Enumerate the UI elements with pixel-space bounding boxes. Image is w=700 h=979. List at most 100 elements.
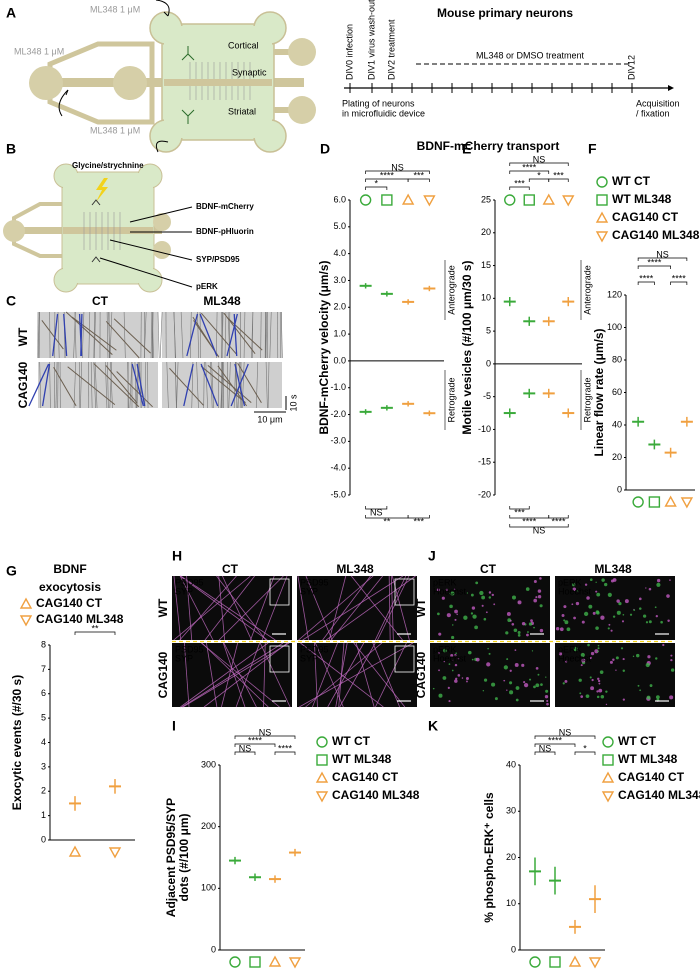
y-tick-label: 7 xyxy=(41,664,46,674)
neurite xyxy=(216,575,267,641)
group-marker xyxy=(562,195,575,207)
speckle xyxy=(655,657,658,660)
kymo-track xyxy=(80,361,82,409)
speckle xyxy=(474,625,478,630)
kymo-track xyxy=(94,311,96,359)
kymo-track xyxy=(136,363,146,407)
column-label: ML348 xyxy=(203,294,241,308)
speckle xyxy=(443,661,445,663)
neurite xyxy=(388,575,391,641)
bracket xyxy=(365,170,430,174)
bracket xyxy=(234,735,296,739)
micrograph xyxy=(555,643,675,707)
speckle xyxy=(590,686,595,691)
stain-label: PSD95 xyxy=(300,644,329,654)
group-marker xyxy=(268,955,282,967)
kymo-track xyxy=(37,311,40,359)
y-tick-label: 3 xyxy=(41,761,46,771)
neurite xyxy=(222,575,252,641)
speckle xyxy=(494,697,498,701)
speckle xyxy=(638,597,642,601)
kymo-track xyxy=(90,361,93,409)
speckle xyxy=(580,664,583,667)
kymo-track xyxy=(226,317,263,351)
kymo-track xyxy=(260,311,262,359)
timeline-title: Mouse primary neurons xyxy=(437,6,573,20)
y-tick-label: 25 xyxy=(481,194,491,204)
kymo-track xyxy=(78,361,81,409)
speckle xyxy=(573,646,578,652)
neurite xyxy=(173,575,251,641)
significance: **** xyxy=(639,273,654,283)
group-marker xyxy=(19,615,33,627)
kymo-track xyxy=(57,311,60,359)
speckle xyxy=(466,592,469,594)
stain-label: Hoechst xyxy=(558,586,592,596)
speckle xyxy=(461,677,464,679)
y-tick-label: 10 xyxy=(481,293,491,303)
neurite xyxy=(235,642,261,708)
kymo-track xyxy=(173,311,176,359)
kymo-track xyxy=(127,361,129,409)
significance: NS xyxy=(370,507,383,517)
panel-label: F xyxy=(588,141,597,157)
speckle xyxy=(615,656,619,660)
kymo-track xyxy=(243,311,246,359)
neurite xyxy=(200,642,280,708)
speckle xyxy=(482,690,485,692)
note: / fixation xyxy=(636,108,670,118)
speckle xyxy=(535,666,539,670)
bracket xyxy=(534,735,596,739)
speckle xyxy=(561,614,565,618)
group-marker xyxy=(249,956,261,968)
speckle xyxy=(596,690,599,693)
bracket xyxy=(574,751,596,755)
speckle xyxy=(670,654,673,657)
kymo-track xyxy=(180,311,184,359)
kymo-track xyxy=(233,313,238,357)
y-tick-label: 10 xyxy=(506,898,516,908)
group-marker xyxy=(359,194,372,206)
group-marker xyxy=(315,791,329,803)
speckle xyxy=(580,695,584,698)
kymo-track xyxy=(267,361,270,409)
speckle xyxy=(505,631,509,635)
kymo-track xyxy=(53,366,77,407)
neurite xyxy=(206,642,218,708)
scale-label: 10 s xyxy=(288,394,298,412)
speckle xyxy=(578,678,582,682)
legend-label: CAG140 CT xyxy=(332,770,399,784)
neurite xyxy=(222,642,246,708)
speckle xyxy=(457,674,461,677)
kymo-track xyxy=(186,313,199,357)
kymo-track xyxy=(200,312,237,355)
y-tick-label: -15 xyxy=(478,457,491,467)
column-label: ML348 xyxy=(336,562,374,576)
y-tick-label: 4.0 xyxy=(333,248,346,258)
speckle xyxy=(600,695,605,699)
kymo-track xyxy=(226,313,238,357)
speckle xyxy=(546,702,549,706)
neurite xyxy=(322,575,371,641)
neurite xyxy=(330,575,383,641)
y-tick-label: -5 xyxy=(483,391,491,401)
speckle xyxy=(445,588,449,592)
column-label: ML348 xyxy=(594,562,632,576)
neurite xyxy=(328,575,347,641)
significance: **** xyxy=(647,257,662,267)
drug-label: ML348 1 μM xyxy=(14,46,64,56)
speckle xyxy=(605,690,608,693)
speckle xyxy=(530,619,533,623)
panel-label: B xyxy=(6,141,16,157)
y-tick-label: 8 xyxy=(41,639,46,649)
stain-label: SYP xyxy=(300,653,318,663)
bracket xyxy=(234,743,276,747)
y-tick-label: 2 xyxy=(41,786,46,796)
bracket xyxy=(509,186,530,190)
speckle xyxy=(436,588,440,592)
bracket xyxy=(509,162,569,166)
group-marker xyxy=(316,754,328,766)
speckle xyxy=(612,658,615,662)
speckle xyxy=(597,679,601,683)
speckle xyxy=(533,598,538,603)
